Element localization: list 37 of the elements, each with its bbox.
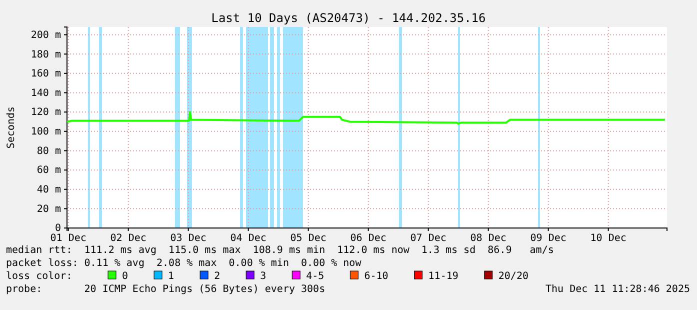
chart-title: Last 10 Days (AS20473) - 144.202.35.16 — [211, 11, 486, 25]
y-tick-label: 200 m — [30, 30, 61, 41]
y-tick-label: 140 m — [30, 88, 61, 99]
y-tick-label: 120 m — [30, 107, 61, 118]
y-tick-label: 20 m — [36, 204, 61, 215]
text: Thu Dec 11 11:28:46 2025 — [546, 284, 690, 295]
line-series — [66, 111, 666, 125]
legend-label: 3 — [260, 271, 266, 282]
x-tick-label: 06 Dec — [350, 233, 386, 244]
x-tick-label: 05 Dec — [290, 233, 326, 244]
legend-label: 0 — [122, 271, 128, 282]
x-tick-label: 02 Dec — [110, 233, 146, 244]
x-tick-label: 01 Dec — [50, 233, 86, 244]
legend-label: 20/20 — [498, 271, 528, 282]
y-tick-label: 0 — [54, 223, 61, 234]
y-tick-label: 80 m — [36, 146, 61, 157]
y-tick-label: 160 m — [30, 68, 61, 80]
legend-label: 4-5 — [306, 271, 324, 282]
x-tick-label: 04 Dec — [230, 233, 266, 244]
x-tick-label: 10 Dec — [590, 233, 626, 244]
text: probe: 20 ICMP Echo Pings (56 Bytes) every 300s — [6, 284, 326, 295]
x-tick-label: 07 Dec — [410, 233, 446, 244]
y-axis-title: Seconds — [6, 106, 17, 149]
y-tick-label: 180 m — [30, 49, 61, 60]
legend-label: 1 — [168, 271, 174, 282]
x-tick-label: 08 Dec — [470, 233, 506, 244]
legend-label: 2 — [214, 271, 220, 282]
text: packet loss: 0.11 % avg 2.08 % max 0.00 % min 0.00 % now — [6, 258, 362, 269]
legend-label: 6-10 — [364, 271, 388, 282]
legend-label: 11-19 — [428, 271, 458, 282]
y-tick-label: 40 m — [36, 184, 61, 196]
x-tick-label: 03 Dec — [170, 233, 206, 244]
legend-title: loss color: — [6, 271, 72, 282]
y-tick-label: 60 m — [36, 165, 61, 176]
y-tick-label: 100 m — [30, 126, 61, 138]
text: median rtt: 111.2 ms avg 115.0 ms max 108.9 ms min 112.0 ms now 1.3 ms sd 86.9 am/s — [6, 245, 554, 256]
x-tick-label: 09 Dec — [530, 233, 566, 244]
